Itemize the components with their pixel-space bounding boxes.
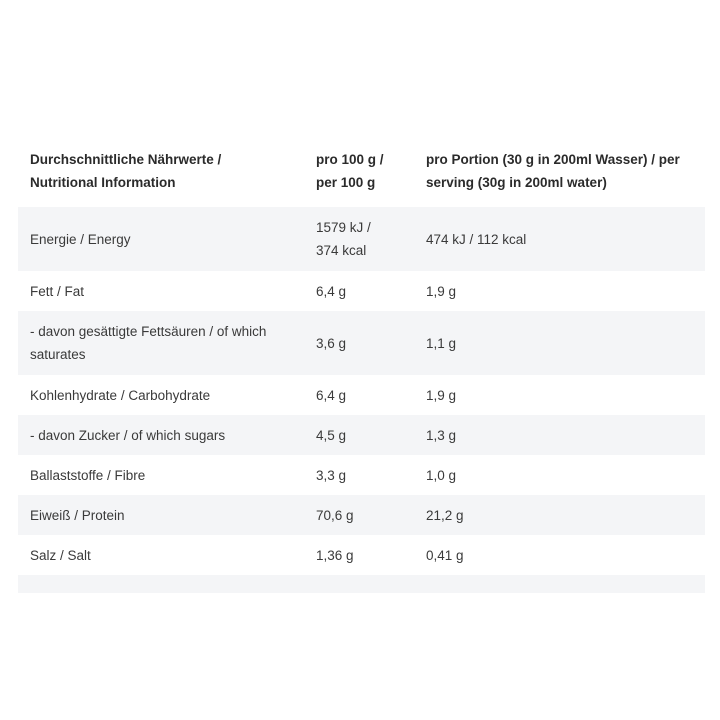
nutrient-cell: Eiweiß / Protein	[30, 507, 125, 523]
per-serving-cell: 1,9 g	[426, 283, 457, 299]
header-per-100g: pro 100 g / per 100 g	[316, 152, 384, 190]
per-100g-cell: 70,6 g	[316, 507, 354, 523]
header-nutrient: Durchschnittliche Nährwerte / Nutritiona…	[30, 152, 222, 190]
per-100g-cell: 4,5 g	[316, 427, 347, 443]
per-100g-cell: 3,3 g	[316, 467, 347, 483]
per-100g-cell: 6,4 g	[316, 283, 347, 299]
nutrient-cell: - davon gesättigte Fettsäuren / of which…	[30, 324, 267, 362]
table-footer-stripe	[18, 575, 705, 593]
nutrient-cell: Energie / Energy	[30, 231, 131, 247]
nutrient-cell: Ballaststoffe / Fibre	[30, 467, 146, 483]
header-per-serving: pro Portion (30 g in 200ml Wasser) / per…	[426, 152, 680, 190]
nutrition-table-container: Durchschnittliche Nährwerte / Nutritiona…	[18, 142, 705, 593]
nutrient-cell: Fett / Fat	[30, 283, 85, 299]
nutrient-cell: - davon Zucker / of which sugars	[30, 427, 226, 443]
table-row: - davon gesättigte Fettsäuren / of which…	[18, 311, 705, 375]
table-row: - davon Zucker / of which sugars 4,5 g 1…	[18, 415, 705, 455]
table-row: Fett / Fat 6,4 g 1,9 g	[18, 271, 705, 311]
nutrient-cell: Salz / Salt	[30, 547, 91, 563]
table-row: Energie / Energy 1579 kJ / 374 kcal 474 …	[18, 207, 705, 271]
per-serving-cell: 1,3 g	[426, 427, 457, 443]
table-row: Ballaststoffe / Fibre 3,3 g 1,0 g	[18, 455, 705, 495]
table-row: Salz / Salt 1,36 g 0,41 g	[18, 535, 705, 575]
per-100g-cell: 3,6 g	[316, 335, 347, 351]
per-100g-cell: 1,36 g	[316, 547, 354, 563]
per-serving-cell: 1,9 g	[426, 387, 457, 403]
per-serving-cell: 474 kJ / 112 kcal	[426, 231, 527, 247]
per-serving-cell: 1,0 g	[426, 467, 457, 483]
table-row: Eiweiß / Protein 70,6 g 21,2 g	[18, 495, 705, 535]
table-header-row: Durchschnittliche Nährwerte / Nutritiona…	[18, 142, 705, 207]
table-row: Kohlenhydrate / Carbohydrate 6,4 g 1,9 g	[18, 375, 705, 415]
nutrient-cell: Kohlenhydrate / Carbohydrate	[30, 387, 211, 403]
per-serving-cell: 21,2 g	[426, 507, 464, 523]
per-serving-cell: 0,41 g	[426, 547, 464, 563]
per-100g-cell: 6,4 g	[316, 387, 347, 403]
per-serving-cell: 1,1 g	[426, 335, 457, 351]
nutrition-table: Durchschnittliche Nährwerte / Nutritiona…	[18, 142, 705, 593]
per-100g-cell: 1579 kJ / 374 kcal	[316, 220, 371, 258]
